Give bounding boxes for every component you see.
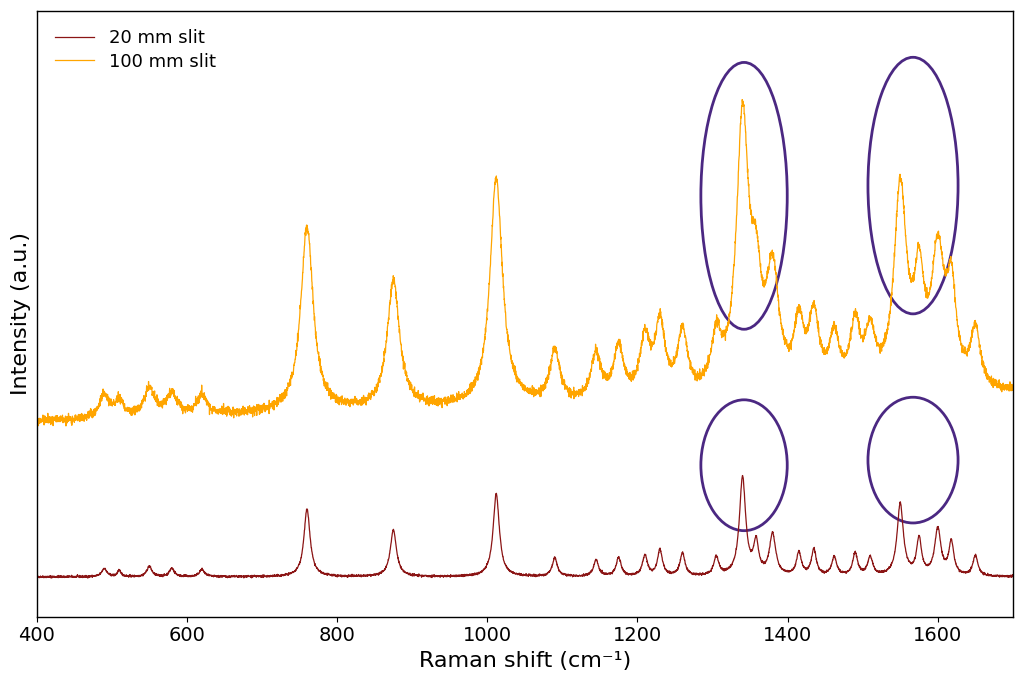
- 100 mm slit: [736, 95, 749, 104]
- 100 mm slit: [834, 343, 846, 351]
- Legend: 20 mm slit, 100 mm slit: 20 mm slit, 100 mm slit: [46, 20, 225, 80]
- 100 mm slit: [59, 422, 72, 430]
- Y-axis label: Intensity (a.u.): Intensity (a.u.): [11, 233, 31, 396]
- 100 mm slit: [760, 277, 772, 285]
- 20 mm slit: [666, 568, 678, 576]
- 20 mm slit: [403, 569, 416, 577]
- 20 mm slit: [31, 572, 43, 580]
- 20 mm slit: [1007, 573, 1019, 581]
- X-axis label: Raman shift (cm⁻¹): Raman shift (cm⁻¹): [419, 651, 631, 671]
- 100 mm slit: [403, 385, 416, 393]
- 20 mm slit: [82, 574, 94, 582]
- 20 mm slit: [736, 471, 749, 479]
- 20 mm slit: [208, 571, 220, 579]
- 100 mm slit: [208, 405, 220, 413]
- Line: 20 mm slit: 20 mm slit: [37, 475, 1013, 578]
- 20 mm slit: [760, 559, 772, 567]
- 20 mm slit: [616, 564, 629, 572]
- 20 mm slit: [834, 565, 846, 574]
- 100 mm slit: [616, 354, 629, 362]
- 100 mm slit: [1007, 385, 1019, 394]
- Line: 100 mm slit: 100 mm slit: [37, 100, 1013, 426]
- 100 mm slit: [666, 359, 678, 368]
- 100 mm slit: [31, 417, 43, 425]
